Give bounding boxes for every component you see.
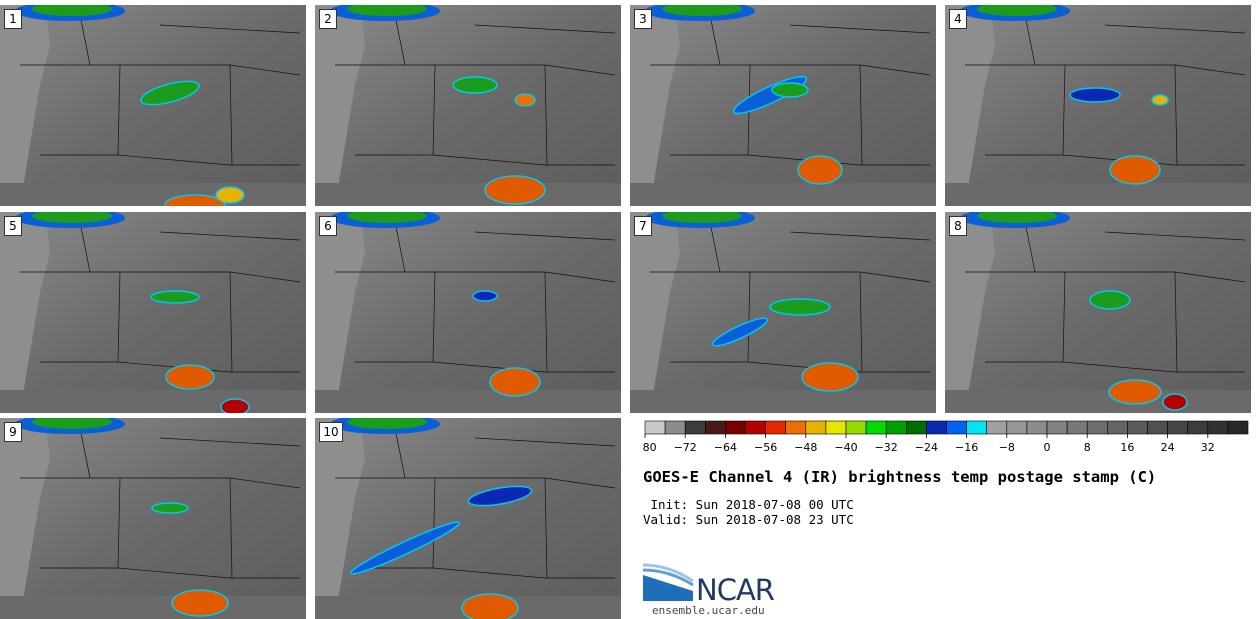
colorbar-tick-label: −40 [834, 441, 857, 454]
panel-number: 1 [4, 9, 22, 29]
colorbar-swatch [805, 420, 827, 435]
colorbar-tick-label: 24 [1161, 441, 1175, 454]
satellite-map [0, 418, 306, 619]
logo-url: ensemble.ucar.edu [652, 604, 765, 617]
colorbar-swatch [1187, 420, 1209, 435]
colorbar-tick-label: 16 [1120, 441, 1134, 454]
colorbar-swatch [1227, 420, 1249, 435]
colorbar-tick-label: −16 [955, 441, 978, 454]
panel-number: 9 [4, 422, 22, 442]
colorbar-swatch [1026, 420, 1048, 435]
satellite-map [945, 212, 1251, 413]
colorbar-swatch [845, 420, 867, 435]
colorbar-tick-label: −24 [915, 441, 938, 454]
satellite-map [0, 5, 306, 206]
chart-title: GOES-E Channel 4 (IR) brightness temp po… [643, 468, 1157, 486]
logo-wordmark: NCAR [696, 573, 775, 607]
panel-number: 8 [949, 216, 967, 236]
stamp-panel-2: 2 [315, 5, 621, 206]
colorbar-tick-label: −72 [674, 441, 697, 454]
colorbar-swatch [966, 420, 988, 435]
satellite-map [315, 418, 621, 619]
colorbar-swatch [1046, 420, 1068, 435]
stamp-panel-9: 9 [0, 418, 306, 619]
colorbar-swatch [1127, 420, 1148, 435]
panel-number: 3 [634, 9, 652, 29]
colorbar-tick-label: −56 [754, 441, 777, 454]
satellite-map [315, 212, 621, 413]
colorbar-tick-label: −48 [794, 441, 817, 454]
colorbar-tick-label: 0 [1044, 441, 1051, 454]
colorbar-swatch [785, 420, 807, 435]
colorbar-swatch [1086, 420, 1108, 435]
colorbar-tick-label: −64 [714, 441, 737, 454]
satellite-map [945, 5, 1251, 206]
stamp-panel-5: 5 [0, 212, 306, 413]
colorbar-swatch [986, 420, 1008, 435]
colorbar-swatch [1147, 420, 1168, 435]
colorbar-tick-label: 32 [1201, 441, 1215, 454]
stamp-panel-7: 7 [630, 212, 936, 413]
panel-number: 10 [319, 422, 343, 442]
stamp-panel-6: 6 [315, 212, 621, 413]
satellite-map [630, 5, 936, 206]
colorbar-tick-label: 8 [1084, 441, 1091, 454]
ncar-logo-icon [643, 563, 694, 601]
colorbar-swatch [644, 420, 666, 435]
colorbar-swatch [725, 420, 746, 435]
colorbar-swatch [1006, 420, 1028, 435]
stamp-panel-10: 10 [315, 418, 621, 619]
stamp-panel-4: 4 [945, 5, 1251, 206]
colorbar-swatch [926, 420, 947, 435]
satellite-map [315, 5, 621, 206]
panel-number: 4 [949, 9, 967, 29]
colorbar-swatch [664, 420, 686, 435]
colorbar-swatch [1066, 420, 1088, 435]
colorbar-swatch [745, 420, 766, 435]
colorbar-swatch [684, 420, 706, 435]
colorbar-swatch [946, 420, 967, 435]
colorbar-swatch [1207, 420, 1229, 435]
colorbar-swatch [704, 420, 726, 435]
panel-number: 5 [4, 216, 22, 236]
panel-number: 7 [634, 216, 652, 236]
colorbar-swatch [885, 420, 907, 435]
colorbar-swatch [825, 420, 847, 435]
stamp-panel-3: 3 [630, 5, 936, 206]
colorbar-tick-label: −80 [643, 441, 657, 454]
colorbar-swatch [865, 420, 887, 435]
satellite-map [630, 212, 936, 413]
colorbar-tick-label: −32 [875, 441, 898, 454]
colorbar-swatch [765, 420, 786, 435]
stamp-panel-1: 1 [0, 5, 306, 206]
panel-number: 2 [319, 9, 337, 29]
colorbar-swatch [905, 420, 927, 435]
panel-number: 6 [319, 216, 337, 236]
colorbar-swatch [1106, 420, 1128, 435]
stamp-panel-8: 8 [945, 212, 1251, 413]
satellite-map [0, 212, 306, 413]
valid-time: Valid: Sun 2018-07-08 23 UTC [643, 512, 854, 527]
init-time: Init: Sun 2018-07-08 00 UTC [643, 497, 854, 512]
colorbar-swatch [1167, 420, 1188, 435]
colorbar-tick-label: −8 [999, 441, 1015, 454]
